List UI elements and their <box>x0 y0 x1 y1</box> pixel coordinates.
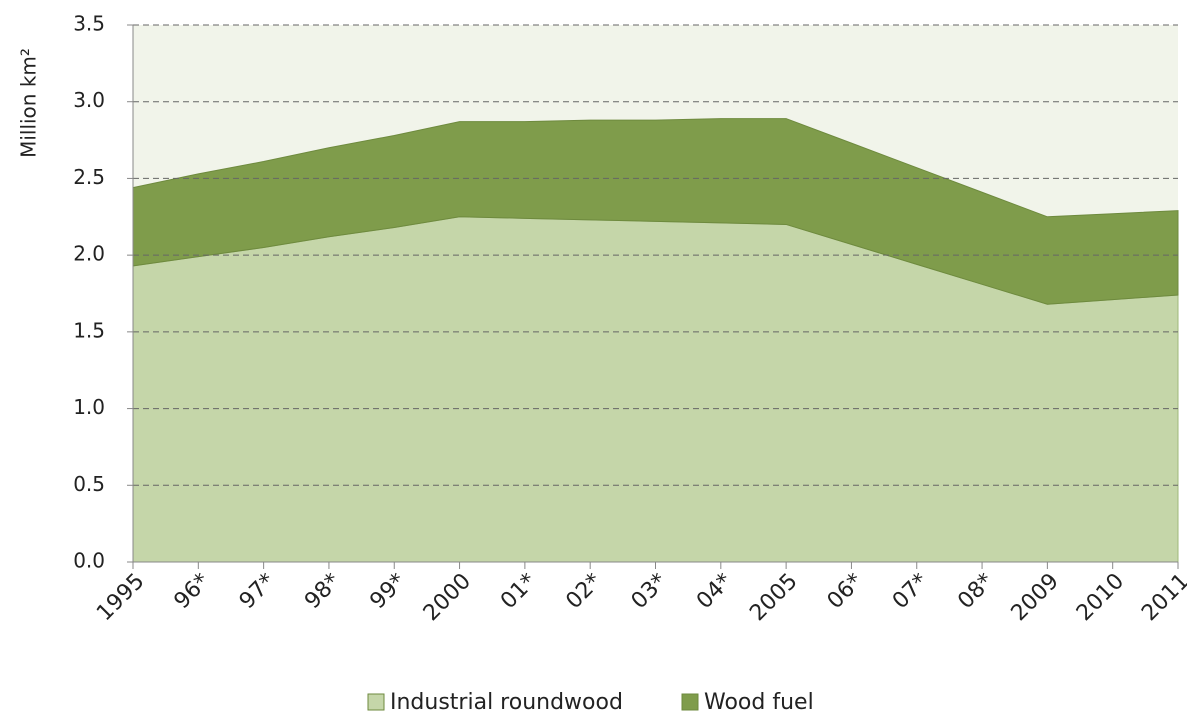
y-tick-label: 1.5 <box>73 318 105 342</box>
legend-label: Wood fuel <box>704 690 814 715</box>
y-axis-title: Million km² <box>17 48 41 158</box>
area <box>132 118 1179 305</box>
x-tick-label: 1995 <box>92 569 149 626</box>
x-tick-label: 2009 <box>1007 569 1064 626</box>
x-tick-label: 02* <box>561 569 606 614</box>
x-tick-label: 06* <box>823 569 868 614</box>
x-tick-label: 2011 <box>1137 569 1187 626</box>
x-tick-label: 2010 <box>1072 569 1129 626</box>
x-tick-label: 04* <box>692 569 737 614</box>
x-tick-label: 2000 <box>419 569 476 626</box>
x-tick-label: 01* <box>496 569 541 614</box>
legend-label: Industrial roundwood <box>390 690 623 715</box>
y-tick-label: 3.0 <box>73 88 105 112</box>
x-tick-label: 96* <box>170 569 215 614</box>
y-tick-label: 1.0 <box>73 395 105 419</box>
legend-swatch <box>681 693 699 711</box>
y-tick-label: 2.0 <box>73 242 105 266</box>
y-tick-label: 0.5 <box>73 472 105 496</box>
x-tick-label: 99* <box>365 569 410 614</box>
y-tick-label: 2.5 <box>73 165 105 189</box>
x-tick-label: 03* <box>627 569 672 614</box>
x-tick-label: 98* <box>300 569 345 614</box>
legend-swatch <box>367 693 385 711</box>
x-tick-label: 07* <box>888 569 933 614</box>
x-tick-label: 97* <box>235 569 280 614</box>
x-tick-label: 2005 <box>745 569 802 626</box>
y-tick-label: 0.0 <box>73 549 105 573</box>
x-tick-label: 08* <box>953 569 998 614</box>
y-tick-label: 3.5 <box>73 12 105 36</box>
